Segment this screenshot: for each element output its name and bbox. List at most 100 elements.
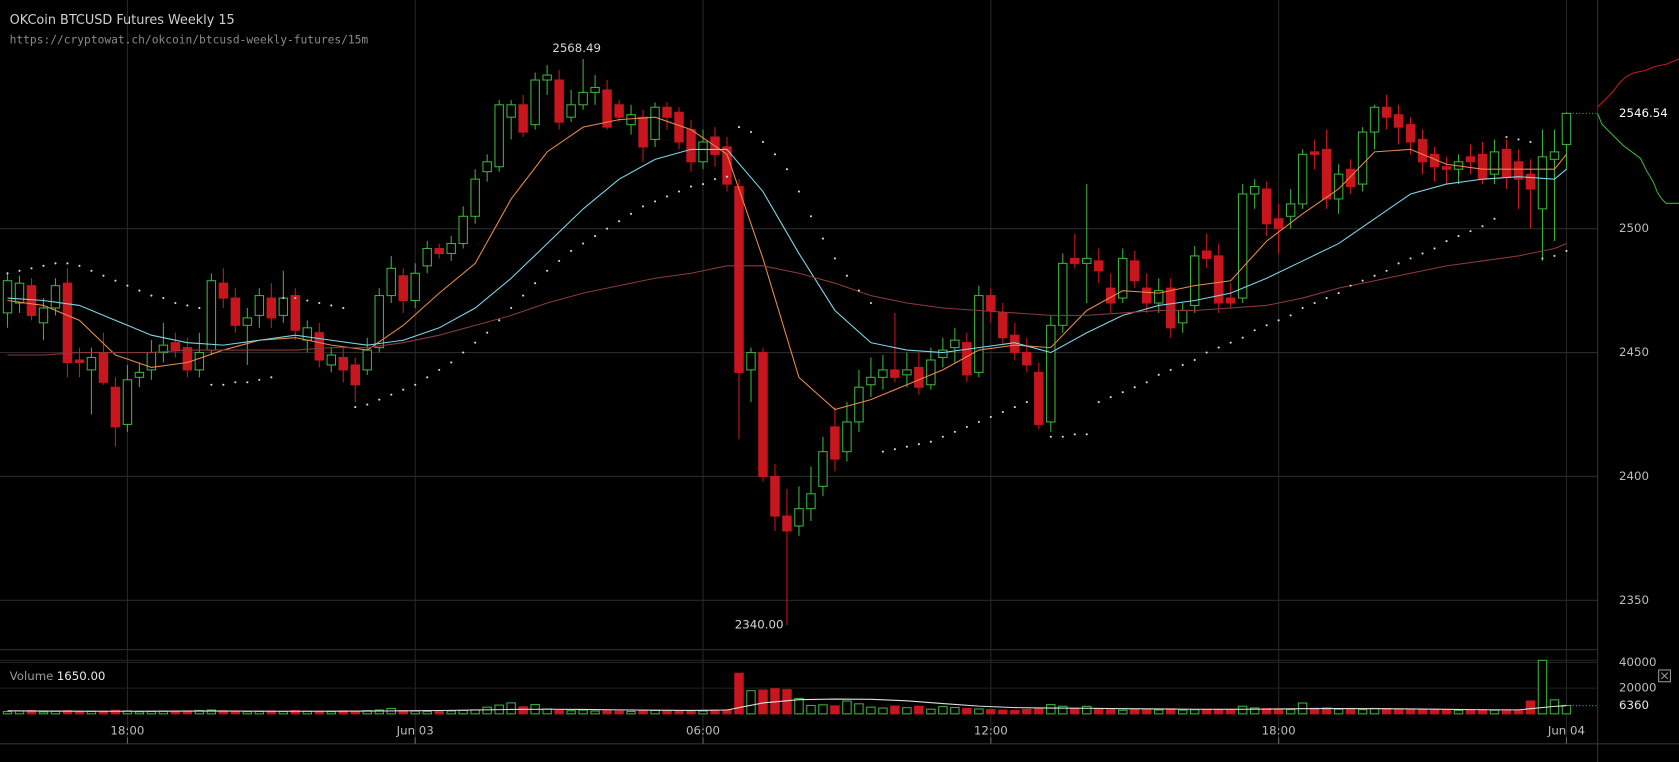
sar-dot <box>1049 435 1052 438</box>
sar-dot <box>1205 351 1208 354</box>
candle-body <box>590 86 600 93</box>
candle-body <box>1381 106 1392 118</box>
volume-bar <box>590 710 600 715</box>
candle-body <box>866 376 876 386</box>
sar-dot <box>785 168 789 171</box>
volume-bar <box>110 709 121 715</box>
candle-body <box>950 339 960 349</box>
sar-dot <box>402 388 405 391</box>
volume-bar <box>170 711 181 715</box>
volume-bar <box>578 709 588 715</box>
volume-bar <box>1237 705 1248 715</box>
candle-body <box>50 285 61 309</box>
candle-body <box>1165 287 1176 329</box>
volume-bar <box>314 711 325 715</box>
candle-body <box>410 272 420 302</box>
volume-bar <box>1177 709 1188 715</box>
candle-body <box>1405 124 1416 143</box>
candle-body <box>1058 262 1068 326</box>
moving-average <box>7 148 1567 354</box>
sar-dot <box>42 264 45 267</box>
sar-dot <box>905 445 908 448</box>
volume-bar <box>1513 709 1524 715</box>
sar-dot <box>1121 391 1124 394</box>
close-box[interactable] <box>1658 669 1671 683</box>
sar-dot <box>1553 254 1556 258</box>
x-tick-label: 18:00 <box>1262 723 1296 737</box>
sar-dot <box>438 368 441 371</box>
x-tick-label: 12:00 <box>974 723 1008 737</box>
volume-bar <box>602 710 612 715</box>
volume-bar <box>1273 708 1284 715</box>
candle-body <box>338 356 349 371</box>
volume-bar <box>146 710 157 715</box>
volume-bar <box>782 689 792 715</box>
x-tick-label: Jun 03 <box>396 723 434 737</box>
candle-body <box>530 79 540 126</box>
volume-bar <box>1094 708 1104 715</box>
sar-dot <box>114 279 117 282</box>
candle-body <box>758 352 768 477</box>
candle-body <box>314 332 325 361</box>
close-pane-button[interactable] <box>1658 669 1671 683</box>
volume-bar <box>2 710 13 715</box>
volume-bar <box>206 709 217 715</box>
sar-dot <box>1517 138 1520 141</box>
y-tick-label: 2350 <box>1619 593 1649 607</box>
sar-dot <box>941 435 944 438</box>
candle-body <box>1501 148 1512 178</box>
sar-dot <box>1409 257 1412 260</box>
candle-body <box>494 104 504 168</box>
sar-dot <box>102 274 105 277</box>
volume-bar <box>674 710 684 715</box>
volume-bar <box>1417 708 1428 715</box>
candle-body <box>1070 257 1080 264</box>
volume-bar <box>626 710 636 715</box>
volume-bar <box>1333 708 1344 715</box>
volume-bar <box>1022 708 1032 715</box>
sar-dot <box>677 190 681 193</box>
candle-body <box>1273 218 1284 230</box>
volume-bar <box>242 711 253 715</box>
volume-bar <box>1201 708 1212 715</box>
candle-body <box>686 129 696 163</box>
candle-body <box>890 369 900 378</box>
sar-dot <box>606 227 609 230</box>
candle-body <box>662 106 672 118</box>
moving-average <box>7 243 1567 356</box>
sar-dot <box>725 175 729 178</box>
volume-bar <box>1261 708 1272 715</box>
volume-bar <box>938 706 948 715</box>
candle-body <box>266 297 277 319</box>
volume-bar <box>1429 709 1440 715</box>
candle-body <box>1441 166 1452 170</box>
candle-body <box>182 347 193 371</box>
sar-dot <box>1109 396 1112 399</box>
sar-dot <box>1097 401 1100 404</box>
candle-body <box>782 515 792 532</box>
candle-body <box>1225 297 1236 304</box>
x-tick-label: Jun 04 <box>1547 723 1585 737</box>
volume-bar <box>794 697 804 715</box>
candle-body <box>1213 255 1224 304</box>
candle-body <box>1094 260 1104 272</box>
depth-asks <box>1597 58 1679 108</box>
volume-bar <box>506 702 516 715</box>
volume-bar <box>458 709 468 715</box>
candle-body <box>1417 138 1428 163</box>
sar-dot <box>713 178 717 181</box>
volume-bar <box>650 709 660 715</box>
sar-dot <box>1337 292 1340 295</box>
volume-bar <box>374 709 384 715</box>
candle-body <box>974 295 984 373</box>
marks <box>2 58 1598 715</box>
chart-url[interactable]: https://cryptowat.ch/okcoin/btcusd-weekl… <box>10 34 369 47</box>
sar-dot <box>486 331 489 334</box>
candle-body <box>902 369 912 376</box>
candle-body <box>1130 260 1140 282</box>
close-icon[interactable] <box>1660 672 1669 680</box>
volume-bar <box>1249 707 1260 715</box>
candle-body <box>158 344 169 354</box>
